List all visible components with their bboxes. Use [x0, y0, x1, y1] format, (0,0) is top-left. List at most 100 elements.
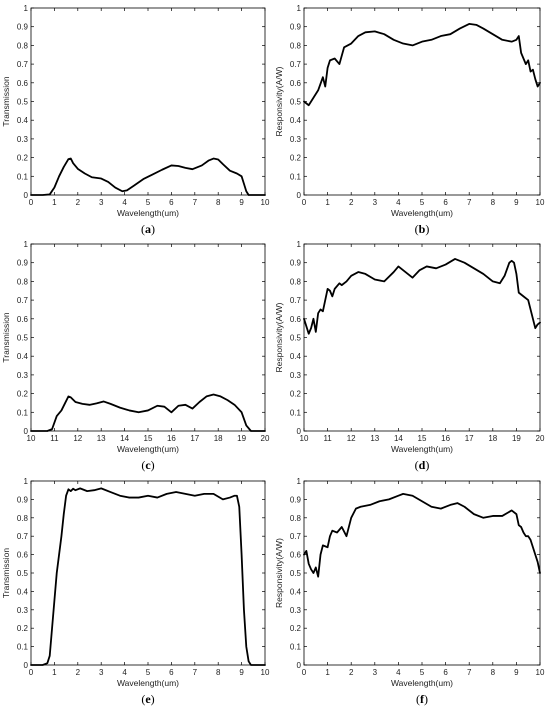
caption-letter: d: [419, 458, 426, 472]
x-tick-label: 18: [488, 434, 497, 443]
x-tick-label: 7: [193, 198, 198, 207]
y-tick-label: 0.5: [17, 334, 29, 343]
x-tick-label: 10: [27, 434, 36, 443]
y-tick-label: 0.9: [17, 23, 29, 32]
y-tick-label: 0.5: [17, 98, 29, 107]
x-tick-label: 9: [514, 198, 519, 207]
x-tick-label: 13: [97, 434, 106, 443]
y-tick-label: 0.8: [290, 277, 302, 286]
y-tick-label: 0.9: [17, 259, 29, 268]
x-tick-label: 16: [441, 434, 450, 443]
y-tick-label: 0.4: [290, 587, 302, 596]
x-tick-label: 20: [536, 434, 545, 443]
x-tick-label: 12: [73, 434, 82, 443]
y-tick-label: 0.6: [290, 551, 302, 560]
plot-frame: [303, 480, 541, 666]
caption-close-paren: ): [151, 458, 155, 472]
x-tick-label: 4: [122, 198, 127, 207]
x-tick-label: 12: [347, 434, 356, 443]
x-tick-label: 1: [52, 668, 57, 677]
y-tick-label: 0.3: [17, 135, 29, 144]
x-tick-label: 18: [214, 434, 223, 443]
x-tick-label: 19: [237, 434, 246, 443]
x-tick-label: 2: [76, 198, 81, 207]
x-tick-label: 7: [467, 198, 472, 207]
panel-caption: (e): [141, 692, 154, 706]
y-tick-label: 0.5: [17, 569, 29, 578]
x-tick-label: 17: [465, 434, 474, 443]
y-axis-label: Transmission: [1, 76, 11, 126]
x-tick-label: 10: [261, 198, 270, 207]
caption-close-paren: ): [151, 222, 155, 236]
caption-letter: b: [419, 222, 426, 236]
x-tick-label: 5: [420, 668, 425, 677]
caption-letter: a: [145, 222, 151, 236]
x-tick-label: 2: [349, 198, 354, 207]
caption-open-paren: (: [141, 222, 145, 236]
y-tick-label: 0.8: [17, 41, 29, 50]
x-tick-label: 11: [323, 434, 332, 443]
x-tick-label: 0: [302, 668, 307, 677]
x-tick-label: 4: [396, 198, 401, 207]
x-tick-label: 16: [167, 434, 176, 443]
y-tick-label: 0.2: [290, 624, 302, 633]
x-tick-label: 8: [216, 668, 221, 677]
x-tick-label: 9: [514, 668, 519, 677]
y-tick-label: 0.3: [17, 606, 29, 615]
caption-letter: e: [145, 692, 151, 706]
x-tick-label: 6: [169, 198, 174, 207]
x-tick-label: 3: [99, 668, 104, 677]
y-axis-label: Transmission: [1, 312, 11, 362]
y-tick-label: 1: [24, 477, 29, 486]
x-tick-label: 5: [420, 198, 425, 207]
x-tick-label: 17: [190, 434, 199, 443]
x-tick-label: 6: [443, 198, 448, 207]
caption-close-paren: ): [425, 222, 429, 236]
y-tick-label: 0.6: [17, 79, 29, 88]
x-axis-label: Wavelength(um): [117, 678, 179, 688]
y-tick-label: 0.2: [17, 390, 29, 399]
y-axis-label: Responsivity(A/W): [274, 538, 284, 608]
y-tick-label: 0.9: [17, 495, 29, 504]
y-tick-label: 0.4: [290, 116, 302, 125]
x-axis-label: Wavelength(um): [391, 678, 453, 688]
x-tick-label: 19: [512, 434, 521, 443]
y-tick-label: 0: [24, 427, 29, 436]
x-tick-label: 1: [52, 198, 57, 207]
y-tick-label: 0.5: [290, 569, 302, 578]
x-tick-label: 15: [418, 434, 427, 443]
caption-open-paren: (: [416, 692, 420, 706]
panel-caption: (d): [415, 458, 430, 472]
x-tick-label: 10: [536, 668, 545, 677]
caption-close-paren: ): [425, 458, 429, 472]
x-tick-label: 7: [467, 668, 472, 677]
y-tick-label: 0.4: [290, 352, 302, 361]
y-tick-label: 0.2: [290, 154, 302, 163]
x-tick-label: 8: [216, 198, 221, 207]
y-tick-label: 1: [24, 4, 29, 13]
y-tick-label: 0.7: [17, 60, 29, 69]
x-tick-label: 4: [122, 668, 127, 677]
x-tick-label: 11: [50, 434, 59, 443]
x-tick-label: 0: [29, 668, 34, 677]
x-tick-label: 4: [396, 668, 401, 677]
x-tick-label: 6: [443, 668, 448, 677]
y-tick-label: 0.1: [17, 172, 29, 181]
x-tick-label: 8: [491, 668, 496, 677]
y-tick-label: 0.9: [290, 259, 302, 268]
y-tick-label: 0: [24, 661, 29, 670]
y-tick-label: 0.9: [290, 495, 302, 504]
caption-open-paren: (: [415, 222, 419, 236]
y-tick-label: 0.7: [290, 532, 302, 541]
y-tick-label: 0: [297, 427, 302, 436]
x-tick-label: 0: [29, 198, 34, 207]
x-tick-label: 9: [239, 198, 244, 207]
y-tick-label: 0.4: [17, 352, 29, 361]
x-tick-label: 0: [302, 198, 307, 207]
x-tick-label: 7: [193, 668, 198, 677]
x-tick-label: 13: [370, 434, 379, 443]
